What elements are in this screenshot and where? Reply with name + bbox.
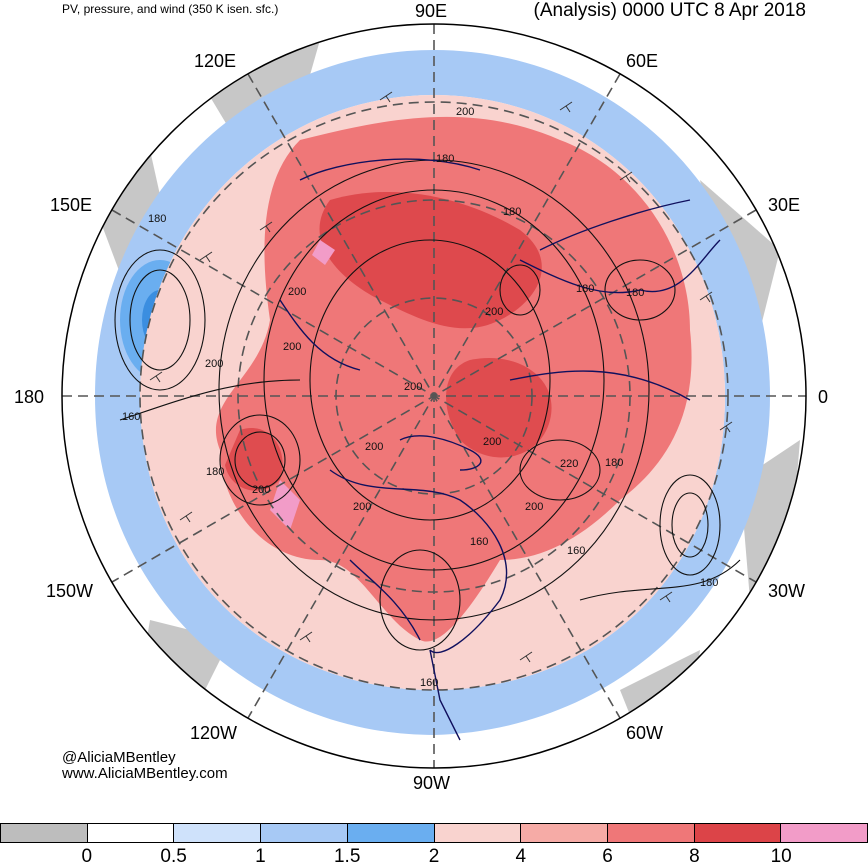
contour-label: 160 <box>567 545 585 557</box>
contour-label: 200 <box>485 306 503 318</box>
contour-label: 200 <box>456 106 474 118</box>
product-title: PV, pressure, and wind (350 K isen. sfc.… <box>62 2 279 16</box>
contour-label: 180 <box>503 206 521 218</box>
contour-label: 180 <box>605 457 623 469</box>
map-border <box>61 23 807 769</box>
contour-label-group: 200 180 180 180 200 200 180 200 200 160 … <box>122 106 718 689</box>
colorbar-tick-label: 6 <box>602 846 613 867</box>
colorbar-cell <box>0 823 87 843</box>
contour-label: 200 <box>283 341 301 353</box>
contour-label: 200 <box>205 358 223 370</box>
coastlines <box>279 158 721 741</box>
contour-label: 200 <box>252 484 270 496</box>
contour-label: 200 <box>365 441 383 453</box>
contour-label: 180 <box>436 153 454 165</box>
contour-label: 160 <box>420 677 438 689</box>
colorbar <box>0 823 868 843</box>
graticule <box>62 24 806 768</box>
contour-label: 200 <box>483 436 501 448</box>
lon-label-150e: 150E <box>50 195 93 215</box>
colorbar-tick-label: 0 <box>81 846 93 867</box>
colorbar-tick-label: 10 <box>770 846 792 867</box>
valid-time-title: (Analysis) 0000 UTC 8 Apr 2018 <box>533 0 806 21</box>
contour-label: 180 <box>700 577 718 589</box>
credit-twitter: @AliciaMBentley <box>62 749 176 766</box>
colorbar-cell <box>260 823 347 843</box>
colorbar-cell <box>86 823 174 843</box>
pv-pink-max <box>312 240 335 265</box>
lon-label-180: 180 <box>14 387 45 407</box>
contour-label: 180 <box>626 287 644 299</box>
colorbar-cell <box>780 823 868 843</box>
contour-label: 220 <box>560 458 578 470</box>
lon-label-30w: 30W <box>768 581 806 601</box>
lon-label-90e: 90E <box>415 1 448 21</box>
colorbar-cell <box>693 823 781 843</box>
polar-stereographic-map: 200 180 180 180 200 200 180 200 200 160 … <box>61 23 807 769</box>
contour-label: 160 <box>470 536 488 548</box>
lon-label-0: 0 <box>818 387 829 407</box>
pv-dark-red-core <box>319 191 542 329</box>
colorbar-cell <box>433 823 521 843</box>
colorbar-tick-label: 1 <box>255 846 266 867</box>
lon-label-90w: 90W <box>413 773 451 793</box>
colorbar-cell <box>346 823 434 843</box>
lon-label-120w: 120W <box>190 723 238 743</box>
contour-label: 180 <box>576 283 594 295</box>
contour-label: 200 <box>288 286 306 298</box>
pv-pink-max <box>270 480 300 530</box>
lon-label-60w: 60W <box>626 723 664 743</box>
colorbar-tick-label: 2 <box>428 846 440 867</box>
lon-label-150w: 150W <box>46 581 94 601</box>
contour-label: 200 <box>404 381 422 393</box>
contour-label: 200 <box>353 501 371 513</box>
contour-label: 180 <box>206 466 224 478</box>
colorbar-tick-label: 4 <box>515 846 527 867</box>
lon-label-60e: 60E <box>626 51 659 71</box>
wind-barbs <box>149 91 733 663</box>
lon-label-120e: 120E <box>194 51 237 71</box>
map-fill-layer <box>62 24 806 768</box>
contour-label: 180 <box>148 213 166 225</box>
colorbar-cell <box>520 823 607 843</box>
colorbar-tick-label: 8 <box>689 846 700 867</box>
colorbar-cell <box>173 823 261 843</box>
contour-label: 200 <box>525 501 543 513</box>
contour-label: 160 <box>122 411 140 423</box>
colorbar-tick-label: 1.5 <box>333 846 361 867</box>
lon-label-30e: 30E <box>768 195 801 215</box>
credit-website: www.AliciaMBentley.com <box>62 765 228 782</box>
colorbar-tick-label: 0.5 <box>160 846 187 867</box>
colorbar-cell <box>606 823 694 843</box>
